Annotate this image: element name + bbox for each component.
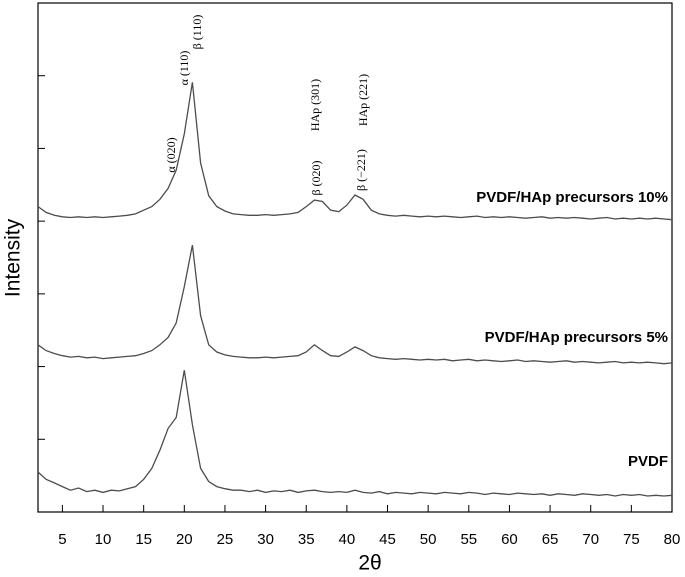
x-tick-label: 10 (95, 531, 112, 548)
x-tick-label: 20 (176, 531, 193, 548)
series-label: PVDF (628, 453, 668, 470)
x-tick-label: 40 (339, 531, 356, 548)
peak-annotation: β (−221) (354, 149, 368, 191)
x-tick-label: 30 (257, 531, 274, 548)
x-tick-label: 55 (460, 531, 477, 548)
peak-annotation: β (020) (309, 160, 323, 195)
x-tick-label: 60 (501, 531, 518, 548)
x-tick-label: 75 (623, 531, 640, 548)
x-tick-label: 35 (298, 531, 315, 548)
x-tick-label: 15 (135, 531, 152, 548)
plot-frame (37, 2, 673, 513)
series-line (37, 244, 673, 365)
peak-annotation: HAp (301) (308, 79, 322, 131)
series-line (37, 370, 673, 497)
x-tick-label: 70 (582, 531, 599, 548)
peak-annotation: β (110) (190, 15, 204, 50)
series-line (37, 82, 673, 221)
x-axis-label: 2θ (358, 552, 381, 575)
x-tick-label: 80 (664, 531, 681, 548)
series-label: PVDF/HAp precursors 10% (476, 189, 668, 206)
y-axis-label: Intensity (2, 218, 25, 297)
x-tick-label: 45 (379, 531, 396, 548)
peak-annotation: α (020) (164, 137, 178, 172)
peak-annotation: HAp (221) (356, 74, 370, 126)
x-tick-label: 65 (542, 531, 559, 548)
x-tick-label: 5 (58, 531, 66, 548)
x-tick-label: 50 (420, 531, 437, 548)
series-label: PVDF/HAp precursors 5% (485, 329, 668, 346)
peak-annotation: α (110) (177, 51, 191, 86)
x-tick-label: 25 (217, 531, 234, 548)
